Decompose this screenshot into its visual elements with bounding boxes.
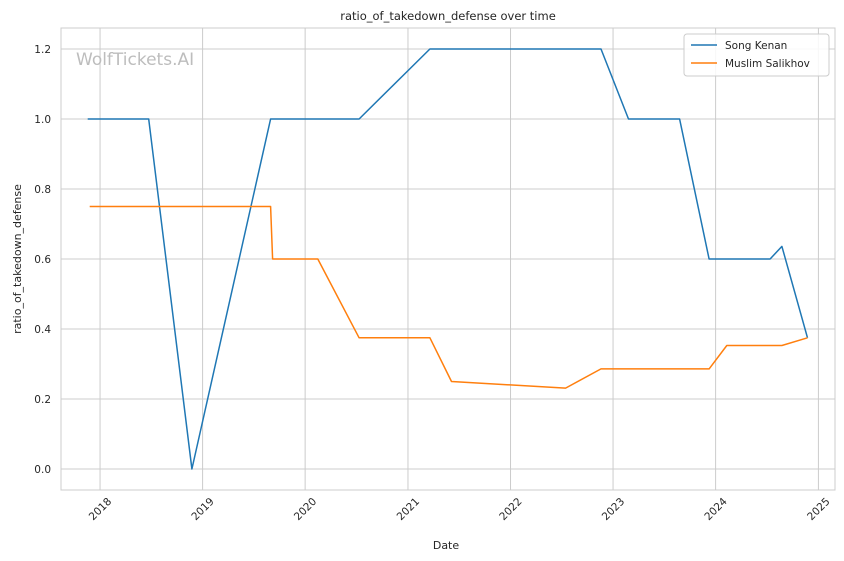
- legend-box: [683, 33, 830, 77]
- y-tick-label: 1.0: [34, 114, 51, 126]
- series-lines: [87, 48, 809, 470]
- chart-title: ratio_of_takedown_defense over time: [340, 9, 556, 23]
- legend-label-song-kenan: Song Kenan: [725, 40, 787, 52]
- series-line-song-kenan: [87, 48, 809, 470]
- y-tick-label: 0.6: [34, 254, 51, 266]
- y-axis-label: ratio_of_takedown_defense: [11, 184, 24, 334]
- legend: Song Kenan Muslim Salikhov: [683, 33, 830, 77]
- x-axis-label: Date: [433, 539, 460, 552]
- y-tick-label: 1.2: [34, 44, 51, 56]
- plot-frame: [60, 27, 836, 491]
- series-line-muslim-salikhov: [89, 205, 808, 389]
- watermark-text: WolfTickets.AI: [76, 50, 194, 70]
- y-tick-label: 0.8: [34, 184, 51, 196]
- y-tick-label: 0.0: [34, 464, 51, 476]
- y-tick-label: 0.4: [34, 324, 51, 336]
- y-tick-label: 0.2: [34, 394, 51, 406]
- legend-label-muslim-salikhov: Muslim Salikhov: [725, 58, 810, 70]
